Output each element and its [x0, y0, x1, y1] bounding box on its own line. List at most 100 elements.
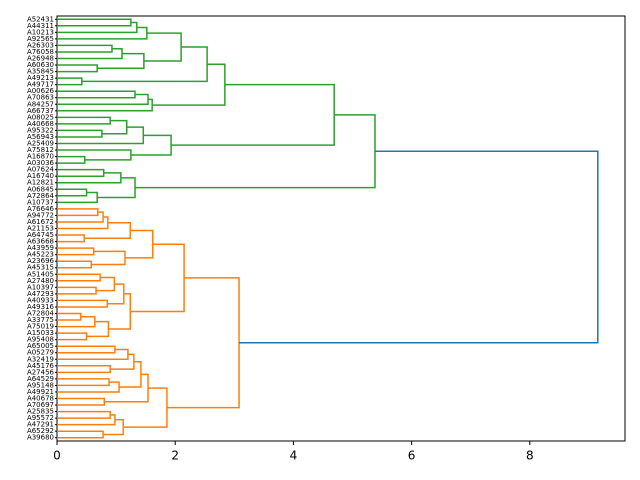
link: [57, 44, 113, 53]
link: [57, 299, 108, 308]
leaf-label: A49921: [27, 388, 54, 396]
leaf-label: A39680: [27, 434, 54, 442]
link: [57, 98, 153, 112]
x-tick-label: 0: [53, 449, 61, 463]
link: [57, 26, 148, 40]
link: [57, 172, 122, 184]
leaf-label: A44311: [27, 22, 54, 30]
x-tick-label: 6: [408, 449, 416, 463]
leaf-label: A16740: [27, 172, 54, 180]
link: [57, 64, 98, 73]
leaf-label: A66737: [27, 107, 54, 115]
leaf-label: A27456: [27, 368, 55, 376]
leaf-label: A40678: [27, 395, 54, 403]
x-tick-label: 8: [526, 449, 534, 463]
leaf-label: A47291: [27, 421, 54, 429]
link: [57, 18, 132, 27]
link: [107, 283, 125, 305]
link: [166, 277, 240, 409]
link: [101, 119, 128, 135]
leaf-label: A32419: [27, 355, 54, 363]
x-tick-label: 4: [290, 449, 298, 463]
link: [152, 63, 226, 106]
link: [91, 250, 126, 266]
leaf-label: A45223: [27, 251, 54, 259]
leaf-label: A49316: [27, 303, 55, 311]
link: [57, 191, 98, 204]
link: [57, 208, 99, 217]
leaf-label: A00626: [27, 87, 55, 95]
leaf-label: A95322: [27, 126, 54, 134]
link: [57, 378, 110, 387]
leaf-label: A75812: [27, 146, 54, 154]
leaf-label: A61672: [27, 218, 54, 226]
leaf-label: A26303: [27, 41, 54, 49]
leaf-label: A76058: [27, 48, 54, 56]
link: [57, 410, 111, 419]
leaf-label: A43959: [27, 244, 54, 252]
link: [57, 273, 101, 282]
leaf-label: A70863: [27, 94, 54, 102]
leaf-label: A26948: [27, 55, 54, 63]
leaf-label: A23696: [27, 257, 55, 265]
leaf-label: A72864: [27, 192, 55, 200]
leaf-label: A63668: [27, 238, 54, 246]
link: [239, 150, 599, 344]
leaf-label: A84257: [27, 100, 54, 108]
leaf-label: A49717: [27, 81, 54, 89]
leaf-label: A65292: [27, 427, 54, 435]
link: [57, 21, 138, 34]
leaf-label: A51405: [27, 270, 54, 278]
link: [57, 430, 104, 439]
link: [57, 414, 116, 426]
link: [57, 234, 85, 243]
link: [57, 129, 103, 138]
plot-frame: [56, 15, 626, 442]
leaf-label: A45176: [27, 362, 55, 370]
leaf-label: A08025: [27, 113, 54, 121]
leaf-label: A12821: [27, 179, 54, 187]
link: [103, 419, 124, 436]
leaf-label: A60630: [27, 61, 54, 69]
link: [108, 293, 132, 330]
leaf-label: A16870: [27, 153, 54, 161]
link: [57, 397, 106, 406]
link: [57, 155, 86, 164]
leaf-label: A10397: [27, 283, 54, 291]
link: [57, 216, 109, 230]
leaf-label: A06845: [27, 185, 54, 193]
link: [57, 286, 97, 295]
link: [84, 222, 132, 240]
leaf-label: A45315: [27, 264, 54, 272]
leaf-label: A70697: [27, 401, 54, 409]
leaf-label: A03036: [27, 159, 55, 167]
link: [110, 353, 135, 370]
leaf-label: A15033: [27, 329, 54, 337]
leaf-label: A40668: [27, 120, 54, 128]
link: [57, 90, 136, 99]
link: [119, 360, 142, 388]
link: [57, 332, 88, 341]
link: [130, 243, 185, 313]
link: [123, 387, 168, 428]
link: [124, 229, 154, 259]
link: [57, 312, 82, 321]
leaf-label: A64529: [27, 375, 54, 383]
leaf-label: A95148: [27, 381, 54, 389]
leaf-label: A64745: [27, 231, 54, 239]
link: [57, 247, 95, 256]
link: [57, 77, 83, 86]
leaf-label: A47293: [27, 290, 54, 298]
leaf-label: A75019: [27, 323, 54, 331]
leaf-label: A94772: [27, 211, 54, 219]
leaf-label: A92565: [27, 35, 54, 43]
link: [86, 320, 110, 338]
link: [130, 134, 172, 156]
link: [57, 345, 116, 354]
leaf-label: A95572: [27, 414, 54, 422]
leaf-label: A05279: [27, 349, 54, 357]
link: [135, 114, 376, 189]
leaf-label: A49213: [27, 74, 54, 82]
leaf-label: A65005: [27, 342, 54, 350]
